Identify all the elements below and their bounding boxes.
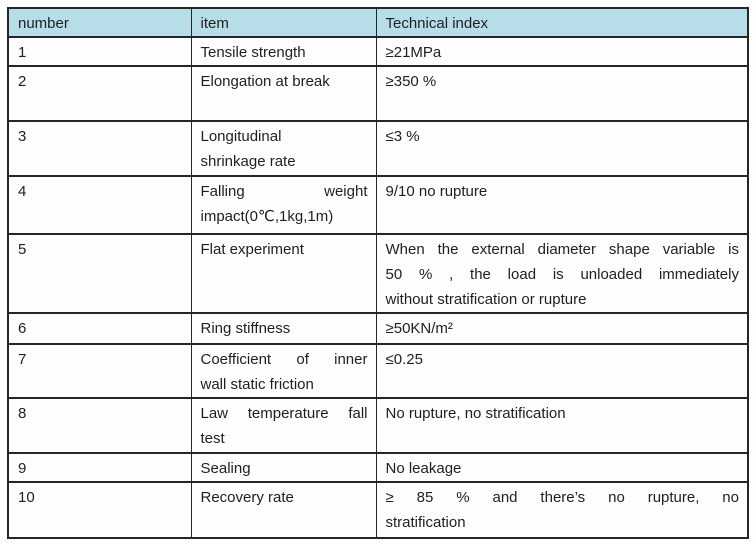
cell-technical-index: When the external diameter shape variabl…: [375, 233, 749, 314]
column-header-number: number: [7, 7, 192, 38]
cell-item: Tensile strength: [190, 36, 377, 67]
cell-number: 6: [7, 312, 192, 345]
table-row-1: 1 Tensile strength ≥21MPa: [7, 36, 749, 67]
cell-item: Falling weight impact(0℃,1kg,1m): [190, 175, 377, 235]
table-row-2: 2 Elongation at break ≥350 %: [7, 65, 749, 122]
cell-technical-index: ≥21MPa: [375, 36, 749, 67]
cell-number: 8: [7, 397, 192, 454]
cell-technical-index: ≤3 %: [375, 120, 749, 177]
table-row-10: 10 Recovery rate ≥ 85 % and there’s no r…: [7, 481, 749, 539]
cell-item: Coefficient of inner wall static friction: [190, 343, 377, 399]
cell-item: Elongation at break: [190, 65, 377, 122]
cell-number: 10: [7, 481, 192, 539]
table-row-8: 8 Law temperature fall test No rupture, n…: [7, 397, 749, 454]
cell-item: Flat experiment: [190, 233, 377, 314]
table-row-4: 4 Falling weight impact(0℃,1kg,1m) 9/10 n…: [7, 175, 749, 235]
cell-technical-index: No leakage: [375, 452, 749, 483]
table-row-3: 3 Longitudinal shrinkage rate ≤3 %: [7, 120, 749, 177]
table-row-9: 9 Sealing No leakage: [7, 452, 749, 483]
cell-item: Ring stiffness: [190, 312, 377, 345]
cell-technical-index: No rupture, no stratification: [375, 397, 749, 454]
cell-technical-index: ≤0.25: [375, 343, 749, 399]
cell-technical-index: ≥50KN/m²: [375, 312, 749, 345]
cell-number: 1: [7, 36, 192, 67]
column-header-technical-index: Technical index: [375, 7, 749, 38]
column-header-item: item: [190, 7, 377, 38]
cell-item: Recovery rate: [190, 481, 377, 539]
cell-technical-index: ≥ 85 % and there’s no rupture, no stratif…: [375, 481, 749, 539]
cell-technical-index: 9/10 no rupture: [375, 175, 749, 235]
cell-number: 5: [7, 233, 192, 314]
cell-number: 9: [7, 452, 192, 483]
cell-number: 3: [7, 120, 192, 177]
cell-item: Law temperature fall test: [190, 397, 377, 454]
cell-number: 4: [7, 175, 192, 235]
table-row-6: 6 Ring stiffness ≥50KN/m²: [7, 312, 749, 345]
header-row: number item Technical index: [7, 7, 749, 38]
cell-technical-index: ≥350 %: [375, 65, 749, 122]
table-row-5: 5 Flat experiment When the external diam…: [7, 233, 749, 314]
cell-number: 2: [7, 65, 192, 122]
cell-item: Sealing: [190, 452, 377, 483]
cell-item: Longitudinal shrinkage rate: [190, 120, 377, 177]
technical-index-table: number item Technical index 1 Tensile st…: [7, 7, 749, 539]
cell-number: 7: [7, 343, 192, 399]
table-row-7: 7 Coefficient of inner wall static fricti…: [7, 343, 749, 399]
